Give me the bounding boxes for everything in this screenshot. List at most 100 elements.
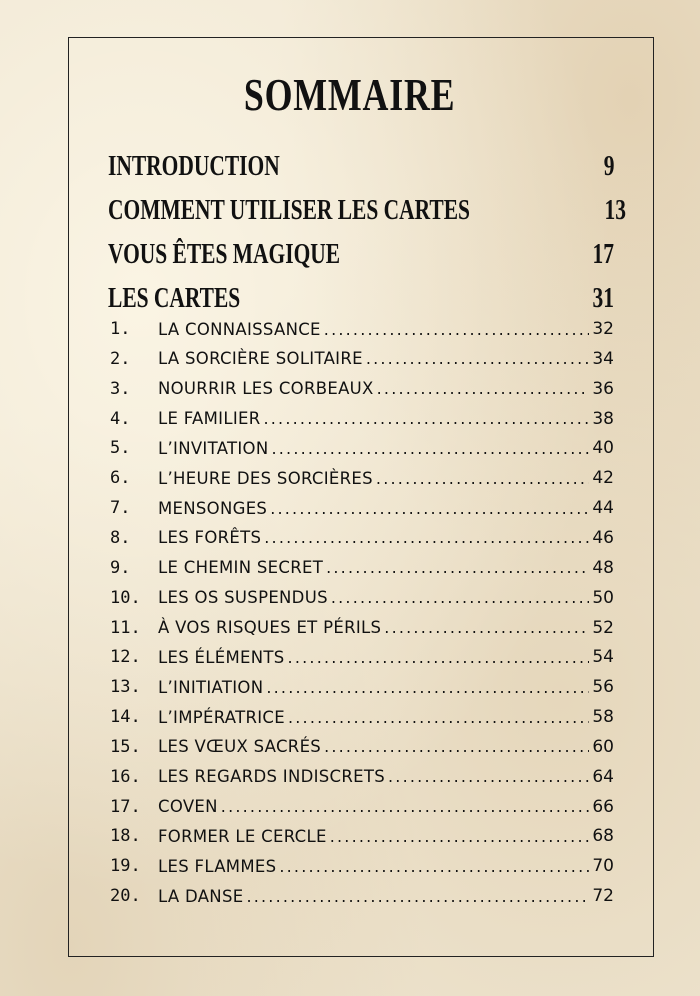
dot-leader	[264, 528, 589, 547]
card-number: 3.	[110, 378, 131, 399]
toc-card-entry[interactable]: 7. MENSONGES 44	[110, 496, 614, 520]
card-label: LES ÉLÉMENTS	[158, 647, 285, 667]
dot-leader	[330, 827, 590, 846]
card-number: 15.	[110, 736, 141, 757]
toc-card-entry[interactable]: 11. À VOS RISQUES ET PÉRILS 52	[110, 616, 614, 640]
card-label: FORMER LE CERCLE	[158, 826, 327, 846]
card-label: LES VŒUX SACRÉS	[158, 737, 322, 757]
dot-leader	[377, 379, 590, 398]
dot-leader	[288, 708, 589, 727]
dot-leader	[246, 887, 589, 906]
dot-leader	[331, 588, 590, 607]
dot-leader	[288, 648, 590, 667]
card-number: 4.	[110, 408, 131, 429]
toc-card-entry[interactable]: 5. L’INVITATION 40	[110, 436, 614, 460]
dot-leader	[266, 678, 589, 697]
dot-leader	[324, 320, 590, 339]
card-number: 13.	[110, 677, 141, 698]
toc-card-entry[interactable]: 18. FORMER LE CERCLE 68	[110, 824, 614, 848]
card-number: 1.	[110, 319, 131, 339]
card-number: 19.	[110, 856, 141, 877]
card-label: L’INVITATION	[158, 438, 269, 458]
card-label: LES REGARDS INDISCRETS	[158, 767, 386, 787]
card-number: 14.	[110, 707, 141, 728]
toc-section-entry[interactable]: INTRODUCTION 9	[108, 149, 614, 183]
card-number: 20.	[110, 886, 141, 907]
card-number: 5.	[110, 438, 131, 459]
card-label: LES FORÊTS	[158, 528, 262, 548]
card-number: 8.	[110, 527, 131, 548]
toc-card-entry[interactable]: 3. NOURRIR LES CORBEAUX 36	[110, 377, 614, 401]
dot-leader	[384, 618, 589, 637]
toc-card-entry[interactable]: 12. LES ÉLÉMENTS 54	[110, 645, 614, 669]
toc-card-entry[interactable]: 13. L’INITIATION 56	[110, 675, 614, 699]
page-title: SOMMAIRE	[0, 68, 700, 121]
card-page: 72	[592, 886, 614, 907]
card-page: 32	[592, 319, 614, 339]
dot-leader	[388, 767, 589, 786]
dot-leader	[326, 558, 589, 577]
card-number: 9.	[110, 557, 131, 578]
toc-card-entry[interactable]: 10. LES OS SUSPENDUS 50	[110, 586, 614, 610]
card-page: 58	[592, 707, 614, 728]
card-number: 10.	[110, 587, 141, 608]
card-label: LE CHEMIN SECRET	[158, 558, 324, 578]
card-label: L’HEURE DES SORCIÈRES	[158, 468, 373, 488]
card-page: 50	[592, 587, 614, 608]
card-number: 6.	[110, 468, 131, 489]
section-label: INTRODUCTION	[108, 149, 280, 182]
toc-section-entry[interactable]: COMMENT UTILISER LES CARTES 13	[108, 193, 626, 227]
toc-card-entry[interactable]: 2. LA SORCIÈRE SOLITAIRE 34	[110, 347, 614, 371]
toc-card-entry[interactable]: 4. LE FAMILIER 38	[110, 407, 614, 431]
card-label: L’INITIATION	[158, 677, 264, 697]
section-page: 13	[604, 193, 627, 226]
toc-card-entry[interactable]: 14. L’IMPÉRATRICE 58	[110, 705, 614, 729]
toc-card-entry[interactable]: 1. LA CONNAISSANCE 32	[110, 317, 614, 341]
toc-card-entry[interactable]: 20. LA DANSE 72	[110, 884, 614, 908]
card-page: 68	[592, 826, 614, 847]
card-page: 54	[592, 647, 614, 668]
card-page: 64	[592, 766, 614, 787]
toc-card-entry[interactable]: 15. LES VŒUX SACRÉS 60	[110, 735, 614, 759]
card-label: MENSONGES	[158, 498, 268, 518]
section-page: 17	[592, 237, 614, 270]
dot-leader	[271, 439, 589, 458]
section-label: VOUS ÊTES MAGIQUE	[108, 237, 341, 270]
toc-card-entry[interactable]: 6. L’HEURE DES SORCIÈRES 42	[110, 466, 614, 490]
card-label: LA SORCIÈRE SOLITAIRE	[158, 349, 363, 369]
dot-leader	[324, 737, 589, 756]
toc-card-entry[interactable]: 19. LES FLAMMES 70	[110, 854, 614, 878]
dot-leader	[270, 499, 589, 518]
toc-card-entry[interactable]: 17. COVEN 66	[110, 795, 614, 819]
card-page: 70	[592, 856, 614, 877]
section-page: 9	[603, 149, 614, 182]
toc-card-entry[interactable]: 8. LES FORÊTS 46	[110, 526, 614, 550]
card-page: 40	[592, 438, 614, 459]
dot-leader	[221, 797, 590, 816]
toc-card-entry[interactable]: 9. LE CHEMIN SECRET 48	[110, 556, 614, 580]
card-label: NOURRIR LES CORBEAUX	[158, 379, 374, 399]
card-page: 48	[592, 557, 614, 578]
dot-leader	[263, 409, 589, 428]
card-page: 38	[592, 408, 614, 429]
card-number: 16.	[110, 766, 141, 787]
section-page: 31	[592, 281, 614, 314]
card-label: COVEN	[158, 797, 218, 817]
section-label: LES CARTES	[108, 281, 241, 314]
card-page: 60	[592, 736, 614, 757]
page-border	[68, 37, 654, 957]
card-number: 17.	[110, 796, 141, 817]
card-label: LES OS SUSPENDUS	[158, 588, 328, 608]
card-page: 42	[592, 468, 614, 489]
dot-leader	[376, 469, 589, 488]
dot-leader	[366, 349, 590, 368]
card-page: 36	[592, 378, 614, 399]
card-number: 7.	[110, 498, 131, 519]
title-text: SOMMAIRE	[244, 69, 456, 120]
toc-card-entry[interactable]: 16. LES REGARDS INDISCRETS 64	[110, 765, 614, 789]
card-label: LA DANSE	[158, 886, 244, 906]
card-label: À VOS RISQUES ET PÉRILS	[158, 618, 382, 637]
toc-section-entry[interactable]: LES CARTES 31	[108, 281, 614, 315]
toc-section-entry[interactable]: VOUS ÊTES MAGIQUE 17	[108, 237, 614, 271]
section-label: COMMENT UTILISER LES CARTES	[108, 193, 470, 226]
